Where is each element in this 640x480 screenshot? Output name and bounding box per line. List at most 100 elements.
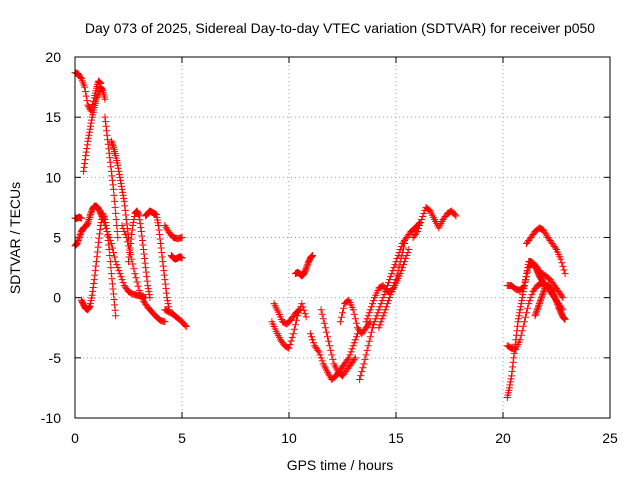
data-point <box>95 238 103 246</box>
data-point <box>377 300 385 308</box>
data-point <box>344 355 352 363</box>
data-point <box>83 141 91 149</box>
data-point <box>390 282 398 290</box>
data-point <box>533 306 541 314</box>
data-point <box>393 271 401 279</box>
series-group <box>101 113 122 241</box>
data-point <box>92 258 100 266</box>
data-point <box>91 271 99 279</box>
data-point <box>100 218 108 226</box>
data-point <box>122 211 130 219</box>
data-point <box>350 339 358 347</box>
data-point <box>561 315 569 323</box>
data-point <box>357 372 365 380</box>
data-point <box>345 354 353 362</box>
data-point <box>388 270 396 278</box>
series-group <box>291 252 317 280</box>
data-point <box>303 263 311 271</box>
data-point <box>318 357 326 365</box>
data-point <box>451 211 459 219</box>
data-point <box>138 237 146 245</box>
data-point <box>392 276 400 284</box>
data-point <box>116 270 124 278</box>
data-point <box>329 355 337 363</box>
data-point <box>516 306 524 314</box>
data-point <box>128 226 136 234</box>
data-point <box>81 159 89 167</box>
data-point <box>77 73 85 81</box>
data-point <box>96 230 104 238</box>
data-point <box>559 294 567 302</box>
data-point <box>107 167 115 175</box>
series-group <box>118 221 169 326</box>
data-point <box>114 164 122 172</box>
data-point <box>122 215 130 223</box>
data-point <box>310 339 318 347</box>
data-point <box>84 217 92 225</box>
data-point <box>378 315 386 323</box>
data-point <box>519 322 527 330</box>
y-tick-label: -10 <box>41 410 61 426</box>
data-point <box>319 315 327 323</box>
data-point <box>348 345 356 353</box>
data-point <box>561 315 569 323</box>
data-point <box>394 267 402 275</box>
data-point <box>521 313 529 321</box>
data-point <box>122 234 130 241</box>
data-point <box>393 255 401 263</box>
data-point <box>108 140 116 148</box>
data-point <box>135 212 143 220</box>
data-point <box>158 249 166 257</box>
data-point <box>308 252 316 260</box>
data-point <box>93 253 101 261</box>
data-point <box>126 249 134 257</box>
data-point <box>121 206 129 214</box>
data-point <box>95 234 103 242</box>
data-point <box>365 319 373 327</box>
data-point <box>413 227 421 235</box>
data-point <box>317 354 325 362</box>
data-point <box>398 249 406 257</box>
data-point <box>118 182 126 190</box>
data-point <box>328 351 336 359</box>
data-point <box>88 116 96 124</box>
x-tick-label: 10 <box>281 430 297 446</box>
data-point <box>138 232 146 240</box>
data-point <box>402 255 410 263</box>
data-point <box>316 351 324 359</box>
series-group <box>409 203 460 241</box>
data-point <box>140 250 148 258</box>
data-point <box>398 264 406 272</box>
data-point <box>347 348 355 356</box>
data-point <box>527 294 535 302</box>
data-point <box>130 265 138 273</box>
data-point <box>325 337 333 345</box>
data-point <box>130 212 138 220</box>
data-point <box>364 312 372 320</box>
data-point <box>83 144 91 152</box>
data-point <box>401 240 409 248</box>
data-point <box>154 221 162 229</box>
data-point <box>85 215 93 223</box>
data-point <box>109 142 117 150</box>
data-point <box>506 381 514 389</box>
data-point <box>403 252 411 260</box>
data-point <box>139 241 147 249</box>
data-point <box>99 211 107 219</box>
data-point <box>551 244 559 252</box>
data-point <box>399 261 407 269</box>
data-point <box>160 267 168 275</box>
data-point <box>112 258 120 266</box>
data-point <box>87 122 95 130</box>
data-point <box>119 279 127 287</box>
data-point <box>322 328 330 336</box>
data-point <box>136 216 144 224</box>
data-point <box>141 259 149 267</box>
data-point <box>115 167 123 175</box>
data-point <box>81 88 89 96</box>
data-point <box>412 229 420 237</box>
data-point <box>82 92 90 100</box>
data-point <box>373 312 381 320</box>
data-point <box>363 346 371 354</box>
